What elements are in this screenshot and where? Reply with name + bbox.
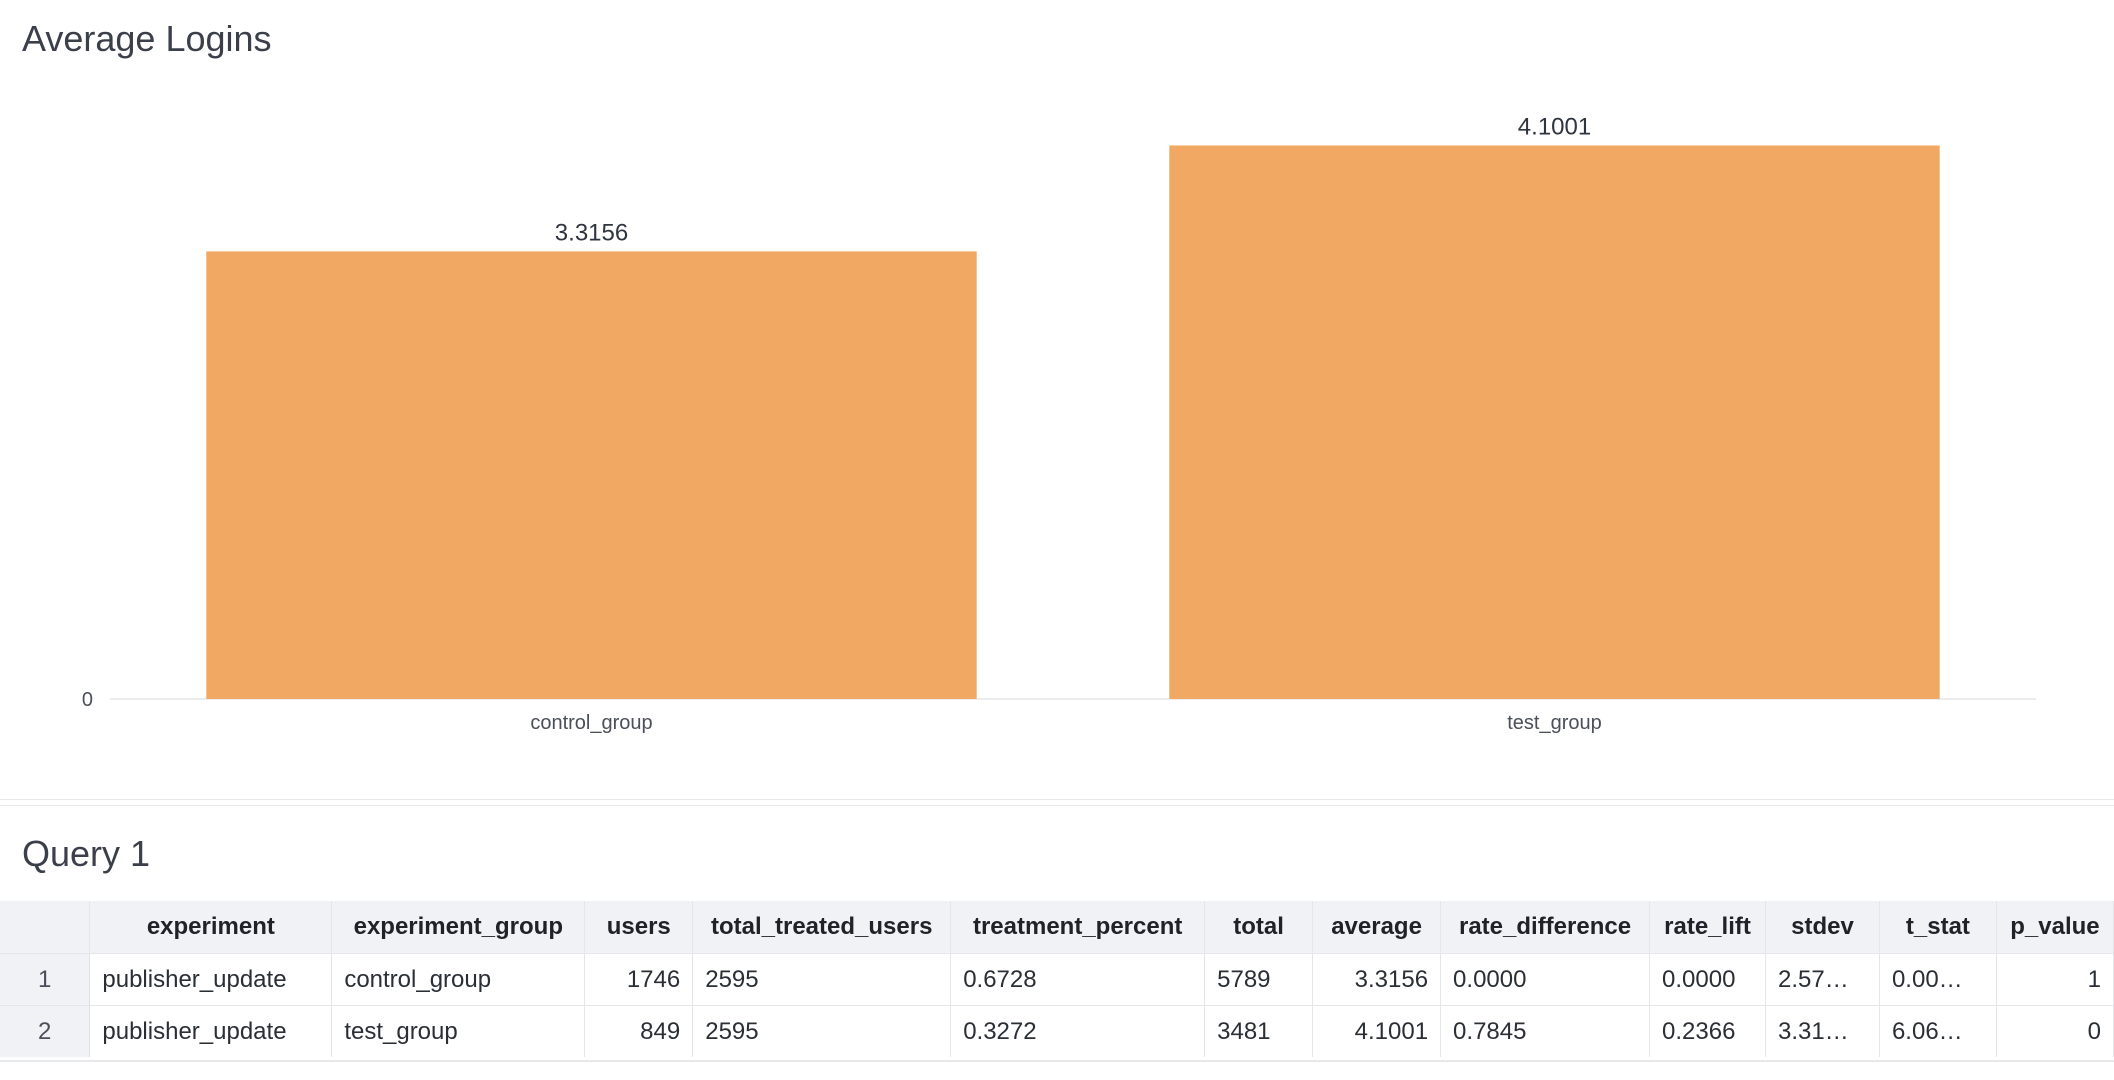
cell-t-stat: 0.00… xyxy=(1879,953,1997,1006)
column-header-t-stat[interactable]: t_stat xyxy=(1879,901,1997,954)
cell-t-stat: 6.06… xyxy=(1879,1005,1997,1057)
column-header-stdev[interactable]: stdev xyxy=(1765,901,1880,954)
cell-users: 1746 xyxy=(584,953,694,1006)
section-divider xyxy=(0,799,2114,800)
cell-average: 4.1001 xyxy=(1312,1005,1442,1057)
bar xyxy=(1169,145,1940,699)
cell-stdev: 3.31… xyxy=(1765,1005,1880,1057)
column-header-p-value[interactable]: p_value xyxy=(1996,901,2114,954)
cell-total: 3481 xyxy=(1204,1005,1314,1057)
cell-total-treated-users: 2595 xyxy=(692,953,952,1006)
column-header-users[interactable]: users xyxy=(584,901,694,954)
section-divider xyxy=(0,805,2114,806)
cell-p-value: 1 xyxy=(1996,953,2114,1006)
table-row[interactable]: 1 publisher_update control_group 1746 25… xyxy=(0,953,2114,1006)
column-header-experiment-group[interactable]: experiment_group xyxy=(331,901,586,954)
cell-stdev: 2.57… xyxy=(1765,953,1880,1006)
cell-rate-lift: 0.0000 xyxy=(1649,953,1766,1006)
column-header-rate-lift[interactable]: rate_lift xyxy=(1649,901,1766,954)
table-title: Query 1 xyxy=(22,833,151,874)
chart-title: Average Logins xyxy=(22,18,272,59)
column-header-experiment[interactable]: experiment xyxy=(89,901,333,954)
x-tick-label: control_group xyxy=(530,712,652,734)
row-index-header xyxy=(0,901,91,954)
cell-experiment: publisher_update xyxy=(89,953,333,1006)
cell-users: 849 xyxy=(584,1005,694,1057)
y-tick-label: 0 xyxy=(82,689,93,711)
cell-experiment: publisher_update xyxy=(89,1005,333,1057)
row-index: 2 xyxy=(0,1005,91,1057)
row-index: 1 xyxy=(0,953,91,1006)
cell-rate-difference: 0.0000 xyxy=(1440,953,1651,1006)
table-bottom-border xyxy=(0,1060,2114,1062)
cell-treatment-percent: 0.3272 xyxy=(950,1005,1206,1057)
cell-rate-difference: 0.7845 xyxy=(1440,1005,1651,1057)
cell-total-treated-users: 2595 xyxy=(692,1005,952,1057)
cell-p-value: 0 xyxy=(1996,1005,2114,1057)
column-header-rate-difference[interactable]: rate_difference xyxy=(1440,901,1651,954)
results-table: experiment experiment_group users total_… xyxy=(0,901,2114,1057)
cell-experiment-group: test_group xyxy=(331,1005,586,1057)
cell-total: 5789 xyxy=(1204,953,1314,1006)
column-header-total[interactable]: total xyxy=(1204,901,1314,954)
bar-chart: 0 3.3156 control_group 4.1001 test_group xyxy=(82,113,2036,734)
cell-experiment-group: control_group xyxy=(331,953,586,1006)
table-row[interactable]: 2 publisher_update test_group 849 2595 0… xyxy=(0,1005,2114,1057)
cell-treatment-percent: 0.6728 xyxy=(950,953,1206,1006)
table-header-row: experiment experiment_group users total_… xyxy=(0,901,2114,954)
bar-value-label: 3.3156 xyxy=(555,219,628,246)
cell-average: 3.3156 xyxy=(1312,953,1442,1006)
column-header-total-treated-users[interactable]: total_treated_users xyxy=(692,901,952,954)
bar-value-label: 4.1001 xyxy=(1518,113,1591,140)
cell-rate-lift: 0.2366 xyxy=(1649,1005,1766,1057)
column-header-treatment-percent[interactable]: treatment_percent xyxy=(950,901,1206,954)
bar xyxy=(206,251,977,700)
column-header-average[interactable]: average xyxy=(1312,901,1442,954)
x-tick-label: test_group xyxy=(1507,712,1602,734)
